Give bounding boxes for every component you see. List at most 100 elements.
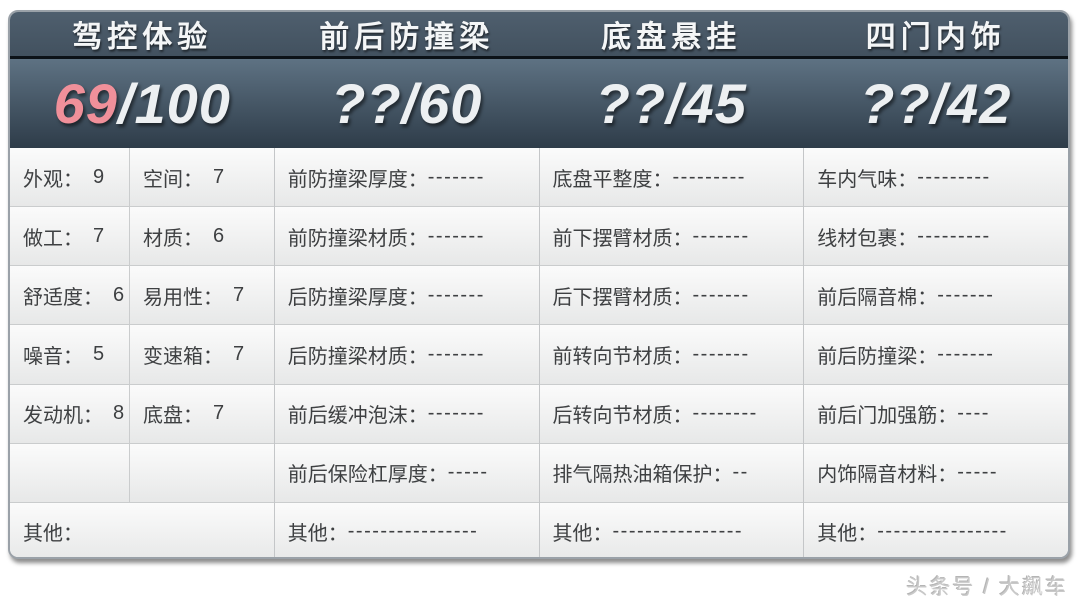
table-row: 排气隔热油箱保护： -- [539,443,804,503]
stat-value: ------- [692,283,750,306]
stat-value: ------- [427,283,485,306]
table-row: 车内气味： --------- [804,148,1068,208]
stat-value: 7 [213,402,225,425]
stat-value: ----- [447,461,489,484]
table-row-other: 其他： [10,502,274,557]
stat-cell: 后防撞梁厚度： ------- [275,266,539,324]
score-total: /42 [930,72,1012,135]
stat-value: ------- [692,224,750,247]
stat-cell: 易用性： 7 [130,266,274,324]
stat-label: 外观： [23,168,83,191]
table-row: 后转向节材质： -------- [539,384,804,444]
stat-cell: 舒适度： 6 [10,266,130,325]
stat-label: 后防撞梁厚度： [287,286,428,309]
stat-label: 空间： [143,168,203,191]
stat-cell: 后防撞梁材质： ------- [275,325,539,383]
stat-label: 后转向节材质： [552,405,693,428]
stat-value: ---------------- [347,520,479,543]
stat-label: 做工： [23,227,83,250]
table-row [10,443,274,503]
stat-value: ----- [957,461,999,484]
table-row: 底盘平整度： --------- [539,148,804,208]
stat-cell: 线材包裹： --------- [804,207,1068,265]
stat-value: 7 [233,283,245,306]
table-row-other: 其他： ---------------- [804,502,1068,557]
score-total: /100 [117,72,231,135]
stat-label: 其他： [817,523,878,546]
table-row: 舒适度： 6 易用性： 7 [10,266,274,326]
stat-label: 材质： [143,227,203,250]
table-row: 噪音： 5 变速箱： 7 [10,325,274,385]
table-row: 线材包裹： --------- [804,207,1068,267]
stat-cell [130,444,274,502]
table-row: 外观： 9 空间： 7 [10,148,274,208]
stat-value: 7 [93,224,105,247]
table-row-other: 其他： ---------------- [274,502,539,557]
stat-cell: 车内气味： --------- [804,148,1068,206]
stat-label: 其他： [23,523,83,546]
table-row: 后防撞梁厚度： ------- [274,266,539,326]
stat-value: 8 [113,402,125,425]
stat-cell: 材质： 6 [130,207,274,265]
score-value: ?? [595,72,667,135]
table-row: 前后隔音棉： ------- [804,266,1068,326]
stat-cell: 内饰隔音材料： ----- [804,444,1068,502]
score-total: /45 [666,72,747,135]
stat-label: 底盘平整度： [552,168,673,191]
score-driving: 69/100 [10,59,275,148]
column-driving: 外观： 9 空间： 7 做工： 7 材质： 6 舒适度： 6 易用性： 7 噪音： 5 变速箱… [10,148,275,557]
stat-value: -- [732,461,749,484]
table-row: 前后防撞梁： ------- [804,325,1068,385]
stat-label: 发动机： [23,405,103,428]
header-scores-row: 69/100 ??/60 ??/45 ??/42 [10,59,1068,148]
stat-cell: 做工： 7 [10,207,130,266]
stat-label: 舒适度： [23,286,103,309]
table-row: 前后门加强筋： ---- [804,384,1068,444]
score-total: /60 [401,72,483,135]
stat-label: 其他： [287,523,348,546]
column-title-driving: 驾控体验 [72,21,213,54]
stat-cell: 后转向节材质： -------- [540,385,804,443]
stat-cell: 变速箱： 7 [130,325,274,383]
stat-label: 底盘： [143,405,203,428]
stat-cell: 其他： ---------------- [540,503,804,557]
score-header: 驾控体验 前后防撞梁 底盘悬挂 四门内饰 69/100 ??/60 ??/45 … [10,12,1068,148]
stat-cell [10,443,130,502]
stat-cell: 前后门加强筋： ---- [804,385,1068,443]
stat-label: 噪音： [23,345,83,368]
stat-label: 易用性： [143,286,223,309]
stat-label: 内饰隔音材料： [817,464,958,487]
score-value: 69 [53,72,118,135]
stat-label: 前后隔音棉： [817,286,938,309]
stat-label: 变速箱： [143,345,223,368]
stat-value: 7 [233,342,245,365]
stat-value: ------- [937,283,995,306]
stat-cell: 前转向节材质： ------- [540,325,804,383]
stat-cell: 前防撞梁材质： ------- [275,207,539,265]
stat-value: 9 [93,165,105,188]
stat-cell: 其他： ---------------- [804,503,1068,557]
table-row: 内饰隔音材料： ----- [804,443,1068,503]
stat-label: 前后保险杠厚度： [287,464,448,487]
stat-value: --------- [917,165,991,188]
stat-cell: 其他： ---------------- [275,503,539,557]
stat-cell: 前后隔音棉： ------- [804,266,1068,324]
stat-label: 前防撞梁厚度： [287,168,428,191]
stat-label: 车内气味： [817,168,918,191]
stat-cell: 噪音： 5 [10,325,130,384]
stat-label: 前后缓冲泡沫： [287,405,428,428]
stat-cell: 后下摆臂材质： ------- [540,266,804,324]
table-row: 前转向节材质： ------- [539,325,804,385]
stat-value: 5 [93,342,105,365]
table-row: 前防撞梁材质： ------- [274,207,539,267]
stat-cell: 前后缓冲泡沫： ------- [275,385,539,443]
header-titles-row: 驾控体验 前后防撞梁 底盘悬挂 四门内饰 [10,12,1068,59]
stat-cell: 空间： 7 [130,148,274,206]
stat-cell: 前后防撞梁： ------- [804,325,1068,383]
watermark: 头条号 / 大飙车 [906,576,1068,599]
score-chassis: ??/45 [539,59,804,148]
stat-cell: 前防撞梁厚度： ------- [275,148,539,206]
stat-value: ------- [427,165,485,188]
score-card: 驾控体验 前后防撞梁 底盘悬挂 四门内饰 69/100 ??/60 ??/45 … [8,10,1070,559]
table-row: 前后保险杠厚度： ----- [274,443,539,503]
